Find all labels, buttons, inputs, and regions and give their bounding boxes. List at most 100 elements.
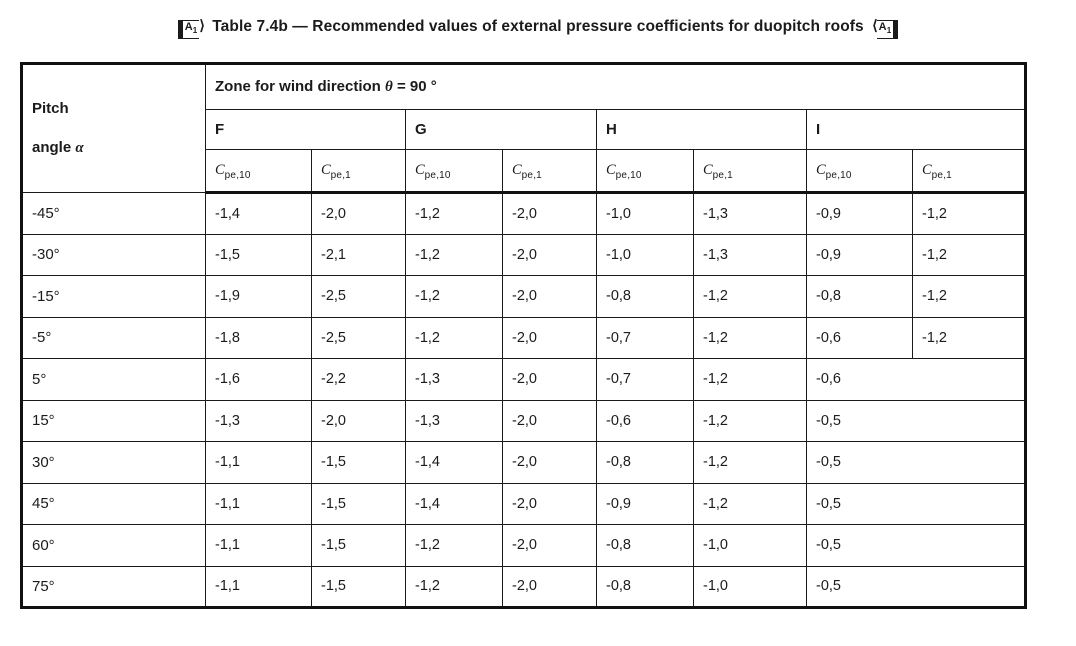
pitch-angle-cell: 45° (21, 482, 206, 525)
coefficient-cell: -2,0 (311, 192, 406, 235)
zone-header-row: Pitch angle α Zone for wind direction θ … (21, 63, 1026, 193)
coefficient-cell: -1,1 (205, 524, 312, 567)
coefficient-cell: -1,1 (205, 441, 312, 484)
coefficient-cell: -2,0 (502, 524, 597, 567)
cpe10-header: Cpe,10 (205, 149, 312, 194)
coefficient-cell: -1,0 (693, 524, 807, 567)
coefficient-cell: -1,2 (693, 399, 807, 442)
coefficient-cell: -0,8 (596, 441, 694, 484)
pitch-angle-header: Pitch angle α (21, 63, 206, 193)
coefficient-cell: -0,8 (596, 524, 694, 567)
alpha-symbol: α (75, 139, 84, 156)
coefficient-cell: -1,3 (693, 192, 807, 235)
coefficient-cell: -1,5 (311, 524, 406, 567)
coefficient-cell: -2,0 (502, 482, 597, 525)
coefficient-cell: -1,2 (405, 316, 503, 359)
pitch-angle-cell: 5° (21, 358, 206, 401)
coefficient-cell: -2,0 (502, 399, 597, 442)
cpe1-header: Cpe,1 (693, 149, 807, 194)
coefficient-cell: -2,0 (502, 441, 597, 484)
table-row: 75° -1,1 -1,5 -1,2 -2,0 -0,8 -1,0 -0,5 (21, 565, 1026, 608)
pitch-angle-cell: -15° (21, 275, 206, 318)
coefficient-cell: -0,9 (596, 482, 694, 525)
coefficient-cell: -2,0 (502, 192, 597, 235)
table-body: -45° -1,4 -2,0 -1,2 -2,0 -1,0 -1,3 -0,9 -1,2 -30°… (21, 192, 1026, 608)
coefficient-cell: -1,2 (405, 524, 503, 567)
pitch-angle-cell: -5° (21, 316, 206, 359)
zone-letter-row: F G H I (22, 109, 1026, 150)
coefficient-cell: -1,2 (405, 565, 503, 608)
table-row: -15° -1,9 -2,5 -1,2 -2,0 -0,8 -1,2 -0,8 -1,2 (21, 275, 1026, 318)
coefficient-cell: -0,6 (806, 358, 1026, 401)
coefficient-cell: -2,0 (311, 399, 406, 442)
pitch-angle-cell: 15° (21, 399, 206, 442)
cpe10-header: Cpe,10 (806, 149, 913, 194)
coefficient-cell: -1,1 (205, 565, 312, 608)
coefficient-cell: -1,5 (311, 441, 406, 484)
coefficient-cell: -1,5 (311, 482, 406, 525)
coefficient-cell: -1,3 (405, 358, 503, 401)
coefficient-header-row: Cpe,10 Cpe,1 Cpe,10 Cpe,1 Cpe,10 Cpe,1 C… (22, 149, 1026, 194)
coefficient-cell: -1,2 (693, 275, 807, 318)
pressure-coefficients-table: Pitch angle α Zone for wind direction θ … (20, 62, 1027, 609)
zone-i-header: I (806, 109, 1026, 150)
coefficient-cell: -1,6 (205, 358, 312, 401)
coefficient-cell: -0,5 (806, 399, 1026, 442)
coefficient-cell: -0,5 (806, 482, 1026, 525)
coefficient-cell: -0,7 (596, 358, 694, 401)
coefficient-cell: -1,2 (405, 275, 503, 318)
table-row: -5° -1,8 -2,5 -1,2 -2,0 -0,7 -1,2 -0,6 -1,2 (21, 316, 1026, 359)
pitch-angle-cell: 60° (21, 524, 206, 567)
pitch-angle-cell: 75° (21, 565, 206, 608)
pitch-angle-cell: 30° (21, 441, 206, 484)
coefficient-cell: -0,6 (596, 399, 694, 442)
coefficient-cell: -0,7 (596, 316, 694, 359)
table-row: 15° -1,3 -2,0 -1,3 -2,0 -0,6 -1,2 -0,5 (21, 399, 1026, 442)
coefficient-cell: -1,2 (693, 316, 807, 359)
coefficient-cell: -1,5 (311, 565, 406, 608)
coefficient-cell: -1,0 (596, 192, 694, 235)
pitch-angle-cell: -30° (21, 233, 206, 276)
table-row: 5° -1,6 -2,2 -1,3 -2,0 -0,7 -1,2 -0,6 (21, 358, 1026, 401)
coefficient-cell: -1,9 (205, 275, 312, 318)
zone-h-header: H (596, 109, 807, 150)
coefficient-cell: -1,2 (912, 275, 1026, 318)
coefficient-cell: -2,0 (502, 316, 597, 359)
table-row: -30° -1,5 -2,1 -1,2 -2,0 -1,0 -1,3 -0,9 -1,2 (21, 233, 1026, 276)
coefficient-cell: -0,8 (806, 275, 913, 318)
coefficient-cell: -2,2 (311, 358, 406, 401)
coefficient-cell: -0,8 (596, 275, 694, 318)
table-row: -45° -1,4 -2,0 -1,2 -2,0 -1,0 -1,3 -0,9 -1,2 (21, 192, 1026, 235)
coefficient-cell: -2,1 (311, 233, 406, 276)
coefficient-cell: -0,5 (806, 565, 1026, 608)
coefficient-cell: -1,2 (912, 233, 1026, 276)
table-row: 60° -1,1 -1,5 -1,2 -2,0 -0,8 -1,0 -0,5 (21, 524, 1026, 567)
coefficient-cell: -1,5 (205, 233, 312, 276)
coefficient-cell: -1,2 (693, 482, 807, 525)
zone-g-header: G (405, 109, 597, 150)
coefficient-cell: -1,2 (912, 192, 1026, 235)
coefficient-cell: -0,9 (806, 192, 913, 235)
theta-symbol: θ (385, 79, 393, 95)
cpe1-header: Cpe,1 (502, 149, 597, 194)
coefficient-cell: -1,2 (405, 233, 503, 276)
coefficient-cell: -1,2 (912, 316, 1026, 359)
coefficient-cell: -2,0 (502, 565, 597, 608)
coefficient-cell: -0,9 (806, 233, 913, 276)
coefficient-cell: -2,0 (502, 233, 597, 276)
table-row: 30° -1,1 -1,5 -1,4 -2,0 -0,8 -1,2 -0,5 (21, 441, 1026, 484)
pitch-angle-cell: -45° (21, 192, 206, 235)
cpe1-header: Cpe,1 (311, 149, 406, 194)
coefficient-cell: -0,8 (596, 565, 694, 608)
zone-f-header: F (205, 109, 406, 150)
cpe1-header: Cpe,1 (912, 149, 1026, 194)
coefficient-cell: -1,4 (205, 192, 312, 235)
amendment-marker-start-icon: A1 ⟩ (177, 17, 205, 40)
cpe10-header: Cpe,10 (405, 149, 503, 194)
coefficient-cell: -1,0 (693, 565, 807, 608)
coefficient-cell: -1,3 (405, 399, 503, 442)
coefficient-cell: -1,3 (205, 399, 312, 442)
coefficient-cell: -1,0 (596, 233, 694, 276)
coefficient-cell: -2,5 (311, 275, 406, 318)
